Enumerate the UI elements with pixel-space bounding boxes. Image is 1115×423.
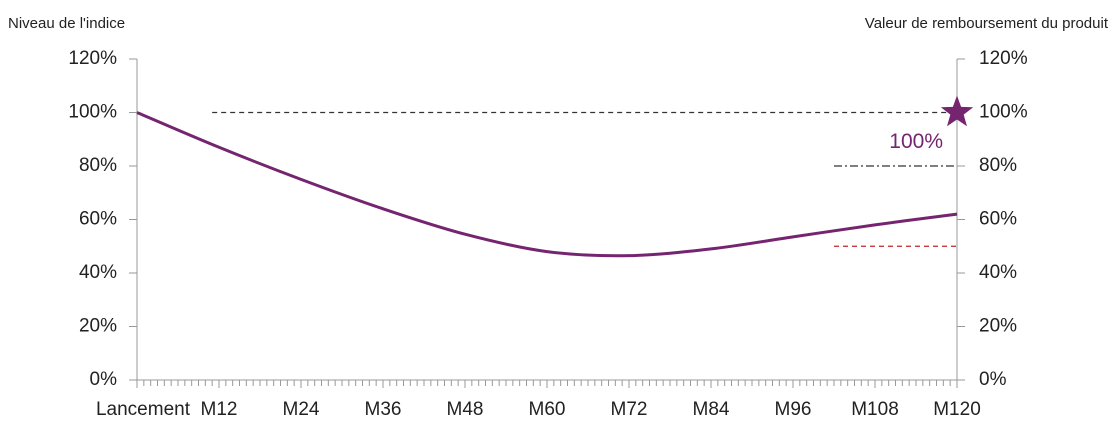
x-tick-label: M24 [283,399,320,420]
y-tick-label: 60% [79,209,117,230]
y-tick-label: 40% [79,262,117,283]
y2-tick-label: 0% [979,369,1007,390]
y2-tick-label: 40% [979,262,1017,283]
y2-axis-label: Valeur de remboursement du produit [865,15,1109,32]
x-tick-label: Lancement [96,399,191,420]
y2-tick-label: 80% [979,155,1017,176]
x-tick-label: M72 [611,399,648,420]
x-tick-label: M48 [447,399,484,420]
y-tick-label: 20% [79,316,117,337]
x-tick-label: M96 [775,399,812,420]
x-tick-label: M36 [365,399,402,420]
y-tick-label: 100% [68,102,117,123]
x-tick-label: M120 [933,399,981,420]
y-tick-label: 0% [90,369,118,390]
y2-tick-label: 20% [979,316,1017,337]
marker-label: 100% [889,130,943,153]
y-tick-label: 80% [79,155,117,176]
y2-tick-label: 60% [979,209,1017,230]
line [136,111,958,258]
x-tick-label: M60 [529,399,566,420]
x-tick-label: M12 [201,399,238,420]
y2-tick-label: 120% [979,48,1028,69]
y2-tick-label: 100% [979,102,1028,123]
x-tick-label: M84 [693,399,730,420]
x-tick-label: M108 [851,399,899,420]
star-marker [940,95,974,127]
y-axis-label: Niveau de l'indice [8,15,125,32]
y-tick-label: 120% [68,48,117,69]
